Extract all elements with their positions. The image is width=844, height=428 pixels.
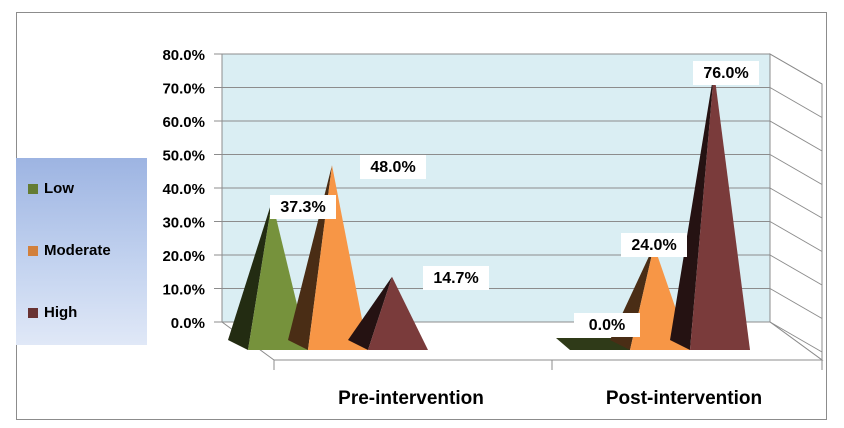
y-tick-label: 60.0% [162, 114, 205, 131]
y-tick-label: 30.0% [162, 215, 205, 232]
pyramid-bar [308, 165, 368, 350]
data-label: 14.7% [433, 270, 478, 287]
gridline-side [769, 288, 823, 319]
legend-item-moderate: Moderate [28, 242, 111, 259]
data-label: 48.0% [370, 159, 415, 176]
legend-swatch-low [28, 183, 38, 194]
x-axis-label: Pre-intervention [338, 388, 484, 409]
legend-label-moderate: Moderate [44, 242, 111, 259]
data-label-bg [270, 195, 336, 219]
pyramid-side-face [348, 276, 392, 350]
x-axis-labels: Pre-intervention Post-intervention [338, 388, 762, 409]
data-label-bg [693, 61, 759, 85]
legend-label-high: High [44, 304, 78, 321]
gridline-side [769, 120, 823, 152]
gridline-side [769, 321, 823, 353]
legend: Low Moderate High [16, 158, 147, 345]
pyramid-side-face [670, 71, 714, 351]
y-tick-label: 0.0% [171, 315, 205, 332]
pyramid-bar [368, 276, 428, 350]
y-tick-label: 10.0% [162, 282, 205, 299]
legend-item-low: Low [28, 180, 74, 197]
data-label-bg [360, 155, 426, 179]
x-axis-label: Post-intervention [606, 388, 762, 409]
data-label: 24.0% [631, 237, 676, 254]
legend-swatch-high [28, 307, 38, 318]
y-tick-label: 20.0% [162, 248, 205, 265]
legend-item-high: High [28, 304, 77, 321]
y-tick-label: 70.0% [162, 81, 205, 98]
data-label: 76.0% [703, 65, 748, 82]
y-tick-label: 80.0% [162, 47, 205, 64]
gridline-side [769, 254, 823, 286]
data-label-bg [574, 313, 640, 337]
pyramid-bars [228, 71, 750, 351]
pyramid-bar [248, 201, 308, 350]
pyramid-bar [690, 71, 750, 351]
gridline-side [769, 87, 823, 118]
pyramid-bar [556, 338, 630, 350]
gridline-side [769, 154, 823, 185]
gridline-side [769, 187, 823, 219]
data-label: 37.3% [280, 199, 325, 216]
data-label: 0.0% [589, 317, 625, 334]
y-axis-ticks: 0.0% 10.0% 20.0% 30.0% 40.0% 50.0% 60.0% 70.0% 8… [162, 47, 205, 332]
y-tick-label: 40.0% [162, 181, 205, 198]
legend-label-low: Low [44, 180, 74, 197]
data-labels: 37.3% 48.0% 14.7% 0.0% 24.0% 76.0% [270, 61, 759, 337]
gridline-side [769, 53, 823, 85]
y-tick-label: 50.0% [162, 148, 205, 165]
gridline-side [769, 221, 823, 252]
data-label-bg [423, 266, 489, 290]
data-label-bg [621, 233, 687, 257]
pyramid-side-face [228, 201, 272, 350]
legend-swatch-moderate [28, 245, 38, 256]
